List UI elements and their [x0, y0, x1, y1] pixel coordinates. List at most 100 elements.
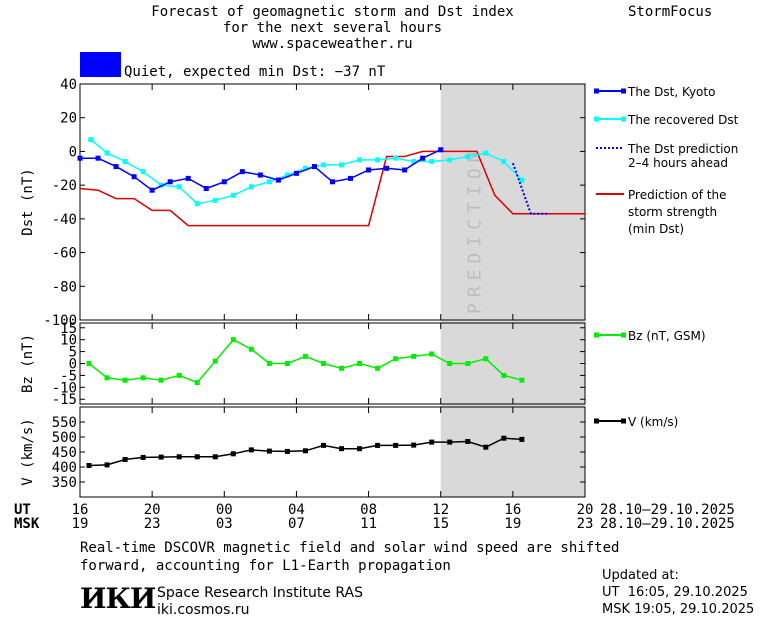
institute-name: Space Research Institute RAS	[157, 585, 363, 601]
ut-tick-label: 16	[504, 502, 521, 518]
ytick-label-dst: -40	[52, 212, 77, 228]
kyoto-dst-point	[77, 155, 83, 161]
legend-v-label: V (km/s)	[628, 415, 679, 429]
kyoto-dst-point	[221, 179, 227, 185]
panel-frame-dst	[79, 83, 586, 321]
institute-url[interactable]: iki.cosmos.ru	[157, 602, 250, 618]
legend-bz-label: Bz (nT, GSM)	[628, 329, 706, 343]
legend-storm-label-2: storm strength	[628, 205, 718, 219]
legend-storm-label-3: (min Dst)	[628, 222, 685, 236]
ytick-label-dst: -60	[52, 246, 77, 262]
recovered-dst-point	[212, 197, 218, 203]
ut-tick-label: 08	[360, 502, 377, 518]
footer-note-line2: forward, accounting for L1-Earth propaga…	[80, 558, 451, 574]
msk-tick-label: 19	[504, 516, 521, 532]
ytick-label-dst: -80	[52, 279, 77, 295]
msk-tick-label: 03	[216, 516, 233, 532]
solar-wind-speed-point	[465, 439, 471, 444]
solar-wind-speed-point	[122, 457, 128, 462]
solar-wind-speed-point	[429, 439, 435, 445]
kyoto-dst-point	[113, 164, 119, 170]
kyoto-dst-point	[384, 165, 390, 171]
ut-axis-label: UT	[14, 502, 31, 518]
bz-point	[212, 358, 218, 364]
ut-tick-label: 04	[288, 502, 305, 518]
bz-point	[357, 361, 363, 366]
recovered-dst-point	[393, 155, 399, 161]
bz-point	[501, 372, 507, 378]
kyoto-dst-point	[131, 174, 137, 180]
bz-point	[519, 377, 525, 383]
ut-tick-label: 20	[577, 502, 594, 518]
ytick-label-v: 500	[52, 430, 77, 446]
solar-wind-speed-point	[339, 446, 345, 452]
solar-wind-speed-point	[158, 454, 164, 460]
bz-point	[483, 356, 489, 362]
brand-name: StormFocus	[628, 4, 713, 20]
solar-wind-speed-point	[447, 439, 453, 445]
legend-kyoto-swatch-marker	[621, 88, 626, 94]
msk-tick-label: 07	[288, 516, 305, 532]
ytick-label-bz: -15	[52, 392, 77, 408]
recovered-dst-point	[429, 159, 435, 165]
msk-date-range: 28.10–29.10.2025	[600, 516, 735, 532]
kyoto-dst-point	[275, 177, 281, 183]
ut-tick-label: 20	[144, 502, 161, 518]
solar-wind-speed-point	[302, 448, 308, 454]
footer-note-line1: Real-time DSCOVR magnetic field and sola…	[80, 540, 620, 556]
kyoto-dst-point	[95, 155, 101, 161]
prediction-label: PREDICTION	[465, 146, 486, 314]
ytick-label-v: 550	[52, 415, 77, 431]
ylabel-bz: Bz (nT)	[20, 334, 36, 393]
ytick-label-dst: 20	[60, 111, 77, 127]
kyoto-dst-point	[330, 179, 335, 185]
solar-wind-speed-point	[284, 448, 290, 454]
solar-wind-speed-point	[176, 454, 182, 460]
chart-title-line1: Forecast of geomagnetic storm and Dst in…	[151, 4, 514, 20]
status-text: Quiet, expected min Dst: −37 nT	[124, 64, 386, 80]
kyoto-dst-point	[348, 175, 354, 181]
ut-tick-label: 16	[72, 502, 89, 518]
kyoto-dst-point	[149, 187, 155, 193]
ytick-label-dst: -100	[43, 313, 77, 329]
solar-wind-speed-point	[194, 454, 200, 460]
bz-point	[447, 361, 453, 366]
legend-storm-label-1: Prediction of the	[628, 188, 727, 202]
legend-prediction-label-2: 2–4 hours ahead	[628, 156, 728, 170]
status-swatch	[80, 52, 121, 77]
bz-point	[375, 365, 381, 371]
msk-tick-label: 23	[144, 516, 161, 532]
recovered-dst-point	[194, 201, 200, 207]
bz-point	[194, 380, 200, 386]
solar-wind-speed-point	[501, 435, 507, 441]
bz-point	[158, 377, 164, 383]
bz-point	[140, 375, 146, 381]
kyoto-dst-point	[420, 155, 426, 161]
ylabel-v: V (km/s)	[20, 418, 36, 485]
bz-point	[266, 361, 272, 366]
solar-wind-speed-point	[86, 463, 92, 468]
ytick-label-v: 350	[52, 475, 77, 491]
recovered-dst-point	[248, 184, 254, 190]
bz-point	[429, 351, 435, 357]
solar-wind-speed-point	[411, 442, 417, 448]
recovered-dst-point	[104, 150, 110, 156]
kyoto-dst-point	[239, 169, 245, 175]
ytick-label-bz: -10	[52, 380, 77, 396]
ylabel-dst: Dst (nT)	[20, 168, 36, 235]
recovered-dst-point	[519, 177, 525, 183]
ytick-label-bz: 15	[60, 321, 77, 337]
recovered-dst-point	[284, 172, 290, 178]
solar-wind-speed-point	[483, 444, 489, 450]
recovered-dst-point	[465, 153, 471, 159]
legend-kyoto-swatch-marker	[594, 88, 599, 94]
bz-point	[104, 375, 110, 381]
solar-wind-speed-point	[519, 436, 525, 442]
legend-recovered-swatch-marker	[621, 116, 626, 122]
site-url: www.spaceweather.ru	[252, 36, 413, 52]
bz-point	[302, 353, 308, 359]
recovered-dst-point	[339, 162, 345, 168]
ytick-label-bz: 10	[60, 333, 77, 349]
bz-point	[284, 361, 290, 366]
